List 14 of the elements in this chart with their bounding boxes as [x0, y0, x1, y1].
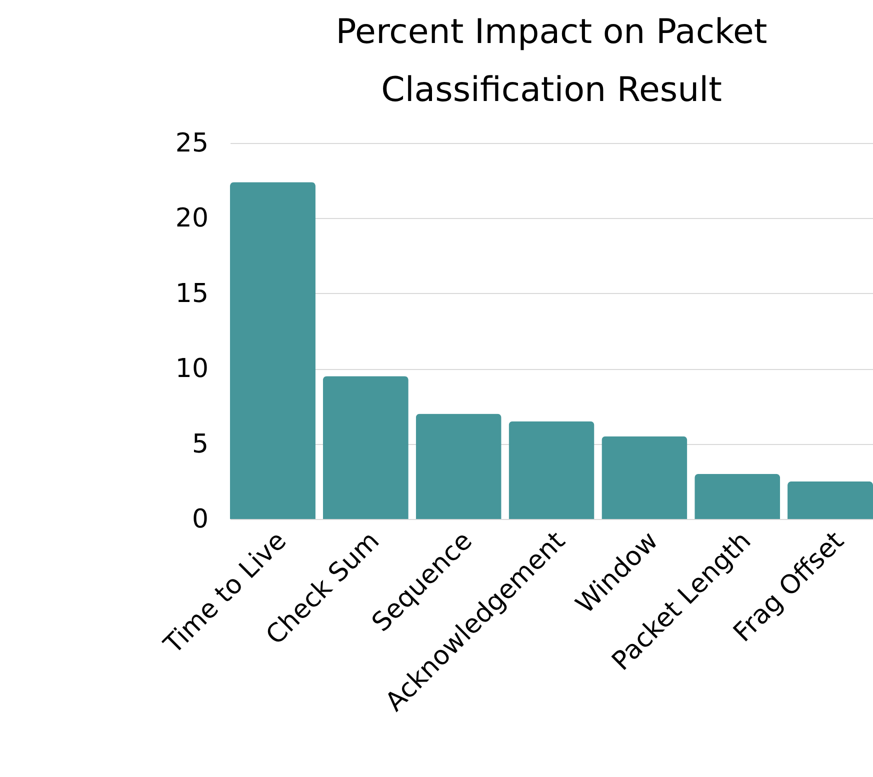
- bar: [508, 421, 594, 519]
- y-tick-label: 0: [192, 504, 208, 534]
- y-tick-label: 20: [175, 204, 208, 234]
- bar: [416, 414, 502, 519]
- bar: [788, 481, 873, 519]
- y-tick-label: 25: [175, 128, 208, 158]
- y-tick-label: 5: [192, 429, 208, 460]
- bar: [602, 436, 688, 519]
- bar: [694, 474, 780, 519]
- chart-title: Percent Impact on Packet Classification Result: [336, 12, 768, 110]
- bar: [230, 182, 316, 519]
- y-tick-label: 15: [175, 278, 208, 309]
- bar: [322, 376, 408, 519]
- y-tick-label: 10: [175, 354, 208, 384]
